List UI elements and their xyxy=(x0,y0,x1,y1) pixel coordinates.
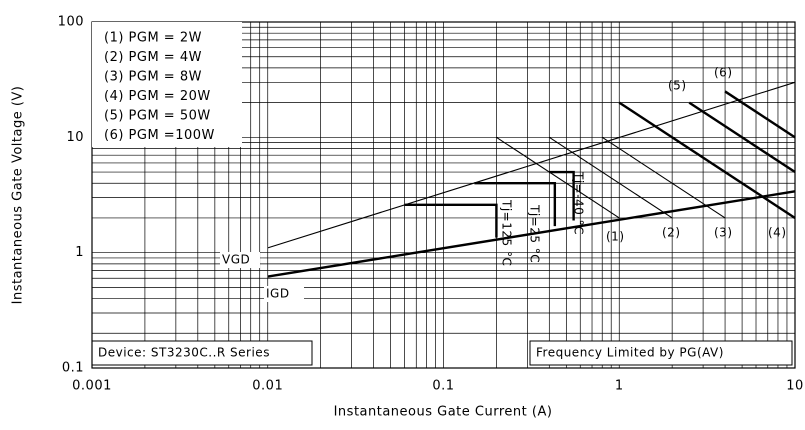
x-tick-label: 0.001 xyxy=(72,379,112,394)
curve-label: (4) xyxy=(768,226,787,240)
x-tick-label: 0.1 xyxy=(432,379,454,394)
y-tick-label: 10 xyxy=(66,130,84,145)
annotation: Tj=-40 °C xyxy=(572,171,586,235)
x-tick-label: 0.01 xyxy=(252,379,283,394)
curve-label: (6) xyxy=(714,66,733,80)
annotation: Tj=125 °C xyxy=(500,199,514,266)
curve-label: (3) xyxy=(714,226,733,240)
annotation: Device: ST3230C..R Series xyxy=(98,346,270,360)
note-box xyxy=(529,340,793,366)
x-tick-label: 1 xyxy=(615,379,624,394)
series-line xyxy=(618,101,796,219)
annotation: IGD xyxy=(266,287,290,301)
y-tick-label: 0.1 xyxy=(62,361,84,376)
curve-label: (2) xyxy=(662,226,681,240)
series-line xyxy=(474,182,557,227)
y-tick-label: 1 xyxy=(75,245,84,260)
legend-entry: (6) PGM =100W xyxy=(104,128,215,143)
annotation: Tj=25 °C xyxy=(528,204,542,263)
series-line xyxy=(267,81,796,249)
series-line xyxy=(404,203,498,238)
curve-label: (5) xyxy=(668,79,687,93)
curve-label: (1) xyxy=(606,230,625,244)
series-line xyxy=(549,136,673,219)
y-axis-title: Instantaneous Gate Voltage (V) xyxy=(11,86,26,305)
legend-entry: (4) PGM = 20W xyxy=(104,89,211,104)
annotation: Frequency Limited by PG(AV) xyxy=(536,346,724,360)
series-line xyxy=(724,90,796,139)
label-bg xyxy=(264,286,304,302)
annotation: VGD xyxy=(222,253,250,267)
x-axis-title: Instantaneous Gate Current (A) xyxy=(334,405,553,420)
plot-frame xyxy=(91,21,796,369)
legend-entry: (5) PGM = 50W xyxy=(104,109,211,124)
series-line xyxy=(496,136,620,219)
legend-entry: (1) PGM = 2W xyxy=(104,31,202,46)
note-box xyxy=(91,340,313,366)
x-tick-label: 10 xyxy=(786,379,804,394)
legend-entry: (2) PGM = 4W xyxy=(104,50,202,65)
legend-box xyxy=(92,22,242,147)
series-line xyxy=(549,170,575,221)
series-line xyxy=(601,136,726,219)
y-tick-label: 100 xyxy=(58,15,84,30)
series-line xyxy=(688,101,796,174)
label-bg xyxy=(220,252,260,268)
legend-entry: (3) PGM = 8W xyxy=(104,70,202,85)
